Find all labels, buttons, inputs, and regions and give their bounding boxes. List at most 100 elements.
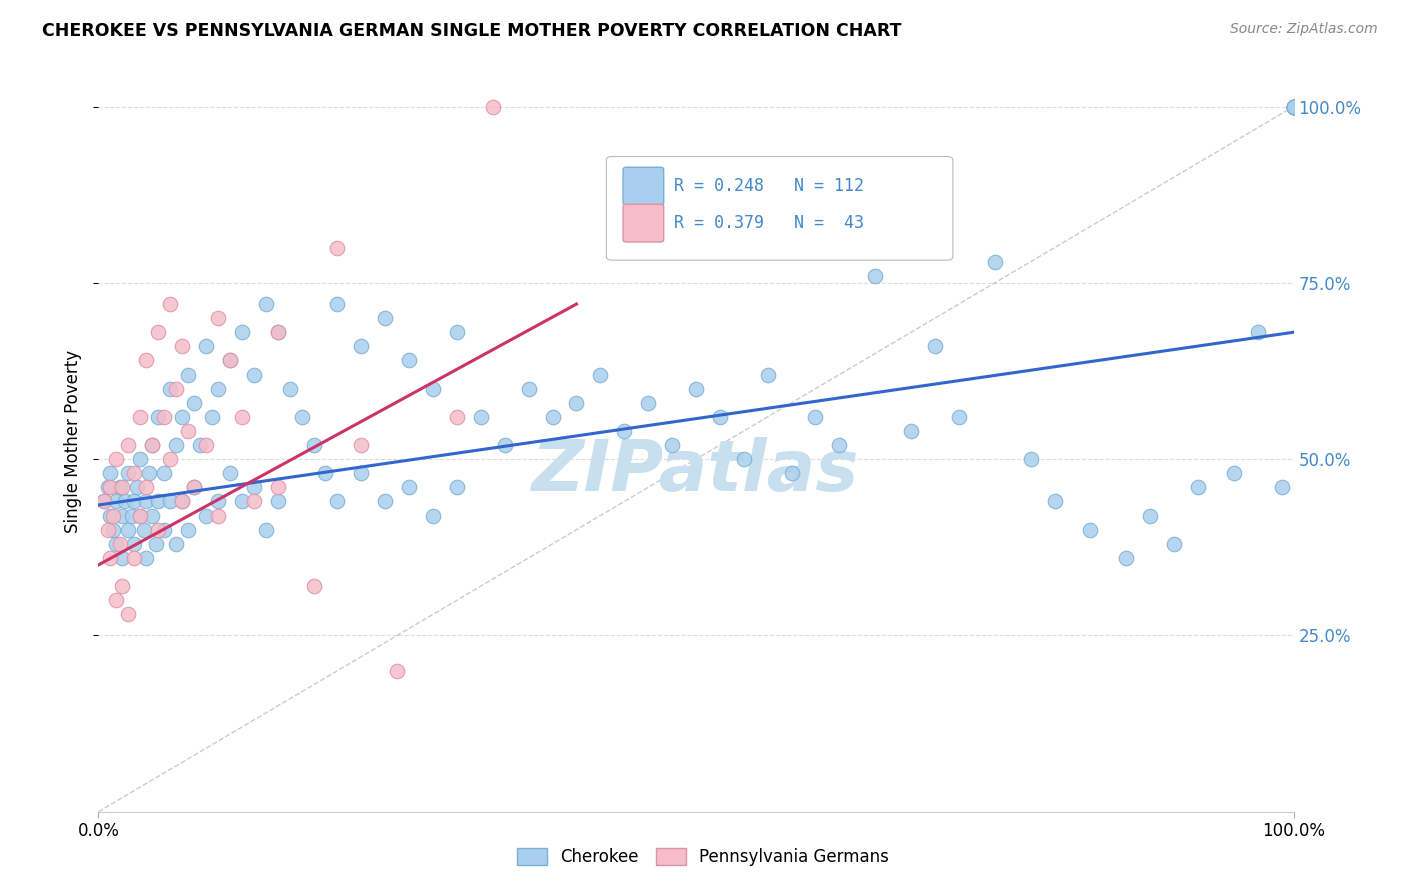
Point: [111, 579, 134, 593]
Point: [278, 382, 301, 396]
Point: [326, 494, 349, 508]
Point: [93, 494, 115, 508]
Point: [422, 382, 444, 396]
Point: [148, 409, 170, 424]
Point: [1282, 100, 1305, 114]
Point: [219, 467, 242, 481]
Point: [207, 508, 229, 523]
Point: [105, 537, 128, 551]
Point: [129, 409, 152, 424]
Point: [1282, 100, 1305, 114]
Point: [177, 368, 200, 382]
Point: [398, 480, 420, 494]
Point: [1282, 100, 1305, 114]
Point: [219, 353, 242, 368]
Point: [111, 480, 134, 494]
Point: [1019, 452, 1042, 467]
Point: [1247, 325, 1270, 339]
Point: [1282, 100, 1305, 114]
Point: [900, 424, 922, 438]
Point: [135, 550, 157, 565]
Point: [326, 297, 349, 311]
Point: [613, 424, 636, 438]
Point: [105, 452, 128, 467]
Point: [661, 438, 683, 452]
Point: [135, 494, 157, 508]
Point: [98, 480, 122, 494]
Point: [1187, 480, 1209, 494]
Point: [315, 467, 337, 481]
Point: [446, 325, 468, 339]
Point: [398, 353, 420, 368]
Point: [422, 508, 444, 523]
Point: [97, 523, 120, 537]
Point: [481, 100, 505, 114]
Point: [141, 438, 163, 452]
Point: [129, 508, 152, 523]
Point: [984, 254, 1007, 268]
Point: [828, 438, 851, 452]
Point: [124, 550, 146, 565]
Point: [177, 523, 200, 537]
Point: [108, 480, 131, 494]
Text: CHEROKEE VS PENNSYLVANIA GERMAN SINGLE MOTHER POVERTY CORRELATION CHART: CHEROKEE VS PENNSYLVANIA GERMAN SINGLE M…: [42, 22, 901, 40]
Point: [865, 268, 887, 283]
Point: [111, 508, 134, 523]
Point: [195, 508, 218, 523]
Point: [589, 368, 612, 382]
Point: [135, 480, 157, 494]
Point: [165, 438, 187, 452]
Point: [231, 325, 253, 339]
Point: [117, 523, 139, 537]
Point: [243, 494, 266, 508]
Point: [124, 467, 146, 481]
Point: [1115, 550, 1137, 565]
Point: [98, 550, 122, 565]
Point: [804, 409, 827, 424]
Point: [138, 467, 160, 481]
Point: [291, 409, 314, 424]
Point: [98, 508, 122, 523]
Point: [93, 494, 115, 508]
Point: [117, 467, 139, 481]
Point: [1282, 100, 1305, 114]
Point: [302, 438, 325, 452]
Point: [153, 523, 176, 537]
Point: [207, 494, 229, 508]
Point: [267, 494, 290, 508]
Point: [470, 409, 492, 424]
Point: [153, 409, 176, 424]
Point: [1139, 508, 1161, 523]
Point: [243, 368, 266, 382]
Point: [183, 480, 205, 494]
Point: [1043, 494, 1066, 508]
Point: [153, 467, 176, 481]
Point: [145, 537, 167, 551]
Text: Source: ZipAtlas.com: Source: ZipAtlas.com: [1230, 22, 1378, 37]
Point: [195, 339, 218, 353]
Point: [350, 438, 373, 452]
Point: [111, 550, 134, 565]
Point: [172, 494, 194, 508]
Point: [1223, 467, 1246, 481]
Point: [125, 480, 148, 494]
Point: [756, 368, 779, 382]
Point: [124, 494, 146, 508]
Point: [924, 339, 946, 353]
Point: [494, 438, 516, 452]
Point: [129, 452, 152, 467]
Point: [135, 353, 157, 368]
Point: [267, 480, 290, 494]
Point: [254, 297, 277, 311]
Text: R = 0.248   N = 112: R = 0.248 N = 112: [675, 178, 865, 195]
Point: [121, 508, 143, 523]
Point: [385, 664, 409, 678]
Point: [1282, 100, 1305, 114]
Point: [148, 523, 170, 537]
Point: [1282, 100, 1305, 114]
Point: [129, 508, 152, 523]
Point: [97, 480, 120, 494]
Point: [637, 396, 659, 410]
Point: [565, 396, 588, 410]
Point: [141, 438, 163, 452]
